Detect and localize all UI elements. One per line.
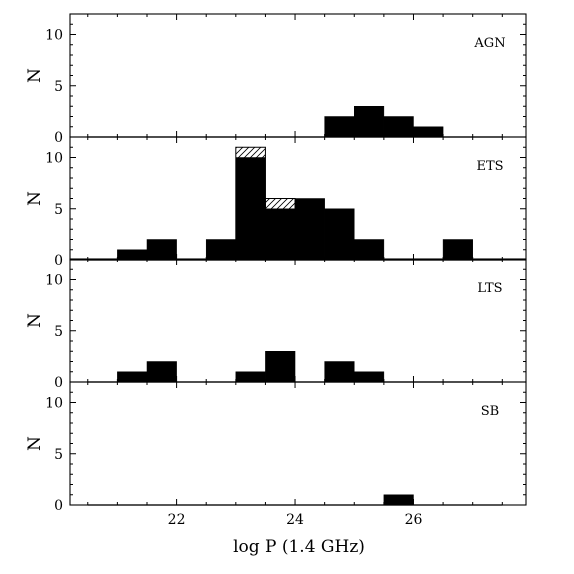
y-tick-label: 5 xyxy=(54,79,63,95)
y-tick-label: 0 xyxy=(54,375,63,391)
y-axis-label: N xyxy=(25,436,45,451)
histogram-bar xyxy=(146,361,177,383)
panel-agn: 0 5 10 N AGN xyxy=(25,13,527,146)
histogram-bar xyxy=(442,239,473,261)
y-axis-label: N xyxy=(25,68,45,83)
histogram-bar xyxy=(235,157,266,261)
panel-label: LTS xyxy=(477,281,502,296)
panel-label: SB xyxy=(481,404,499,419)
panel-frame xyxy=(69,381,527,506)
y-tick-label: 5 xyxy=(54,202,63,218)
panel-ets: 0 5 10 N ETS xyxy=(25,136,527,269)
histogram-bar xyxy=(354,106,385,138)
histogram-bar xyxy=(324,361,355,383)
panel-frame xyxy=(69,13,527,138)
y-tick-label: 0 xyxy=(54,253,63,269)
histogram-bar xyxy=(324,116,355,138)
y-axis-label: N xyxy=(25,191,45,206)
y-tick-label: 5 xyxy=(54,447,63,463)
histogram-bar xyxy=(235,371,266,383)
histogram-bar xyxy=(294,198,325,261)
y-tick-label: 0 xyxy=(54,130,63,146)
histogram-bar xyxy=(146,239,177,261)
histogram-bar xyxy=(354,239,385,261)
histogram-bar xyxy=(205,239,237,261)
y-tick-label: 5 xyxy=(54,324,63,340)
panel-frame xyxy=(69,258,527,383)
y-tick-label: 10 xyxy=(45,151,63,167)
histogram-bar xyxy=(265,351,296,383)
x-tick-label: 26 xyxy=(405,512,423,528)
panel-label: AGN xyxy=(473,36,505,51)
y-axis-label: N xyxy=(25,313,45,328)
histogram-bar xyxy=(354,371,385,383)
panels: 0 5 10 N AGN 0 5 10 N ETS 0 5 10 N LTS 0 5 10 N SB 22 24 26 xyxy=(25,13,527,528)
histogram-bar xyxy=(413,126,444,138)
panel-sb: 0 5 10 N SB xyxy=(25,381,527,514)
y-tick-label: 10 xyxy=(45,396,63,412)
panel-label: ETS xyxy=(476,159,503,174)
histogram-bar xyxy=(383,116,414,138)
x-tick-label: 24 xyxy=(286,512,304,528)
x-tick-labels: 22 24 26 xyxy=(168,512,423,528)
panel-lts: 0 5 10 N LTS xyxy=(25,258,527,391)
histogram-bar xyxy=(324,208,355,261)
y-tick-label: 10 xyxy=(45,273,63,289)
x-axis-label: log P (1.4 GHz) xyxy=(233,537,365,557)
histogram-bar xyxy=(265,208,296,261)
histogram-bar xyxy=(117,371,148,383)
x-tick-label: 22 xyxy=(168,512,186,528)
y-tick-label: 0 xyxy=(54,498,63,514)
y-tick-label: 10 xyxy=(45,28,63,44)
histogram-bar xyxy=(383,494,414,506)
